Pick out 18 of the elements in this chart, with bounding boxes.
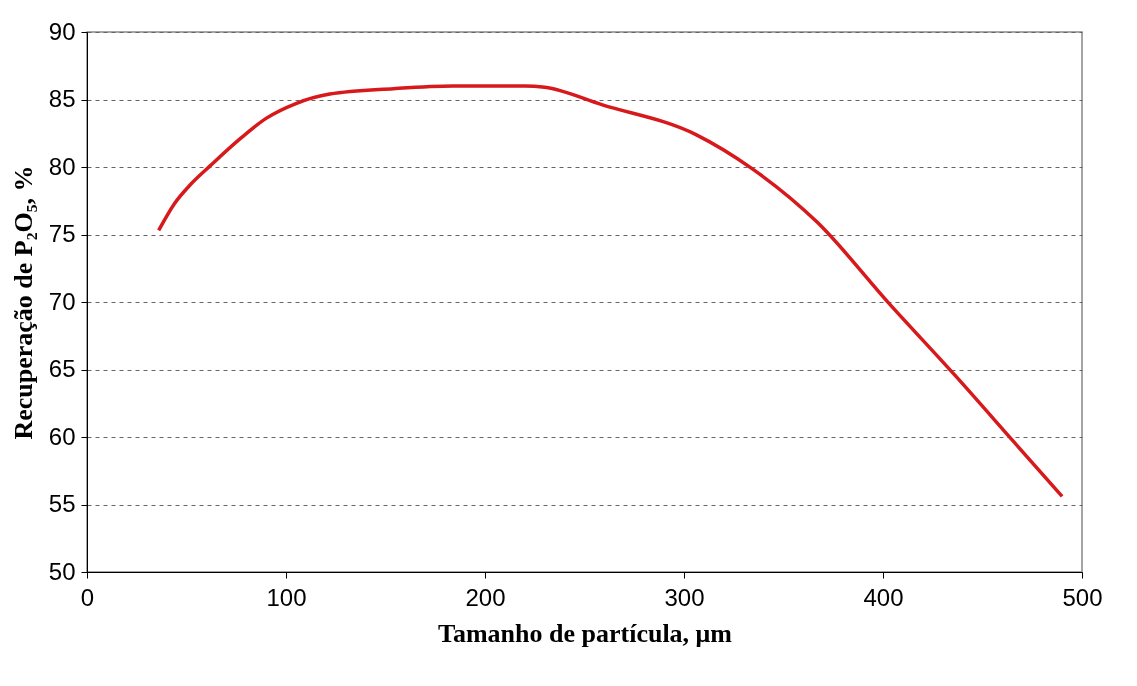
y-tick-label: 85	[48, 85, 76, 112]
x-tick-label: 400	[863, 583, 904, 611]
y-axis-title: Recuperação de P₂O₅, %	[8, 165, 38, 440]
y-tick-label: 55	[48, 490, 76, 517]
x-tick-label: 500	[1062, 583, 1103, 611]
y-tick-label: 70	[48, 287, 76, 315]
y-tick-label: 65	[48, 355, 76, 382]
y-tick-label: 80	[48, 152, 76, 180]
y-tick-label: 50	[48, 557, 76, 585]
y-tick-label: 75	[48, 220, 76, 247]
x-tick-label: 300	[664, 583, 705, 611]
y-tick-label: 90	[48, 17, 76, 45]
line-series	[156, 84, 1064, 499]
x-tick-label: 100	[266, 583, 307, 611]
y-tick-label: 60	[48, 422, 76, 450]
x-tick-label: 0	[80, 583, 95, 611]
x-axis-title: Tamanho de partícula, μm	[437, 618, 733, 648]
x-tick-label: 200	[465, 583, 506, 611]
